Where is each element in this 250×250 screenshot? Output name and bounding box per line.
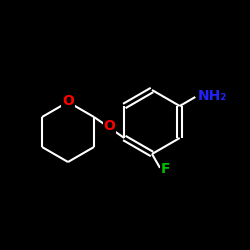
Text: O: O <box>62 94 74 108</box>
Text: NH₂: NH₂ <box>197 89 226 103</box>
Text: F: F <box>161 162 170 176</box>
Text: O: O <box>103 120 115 134</box>
